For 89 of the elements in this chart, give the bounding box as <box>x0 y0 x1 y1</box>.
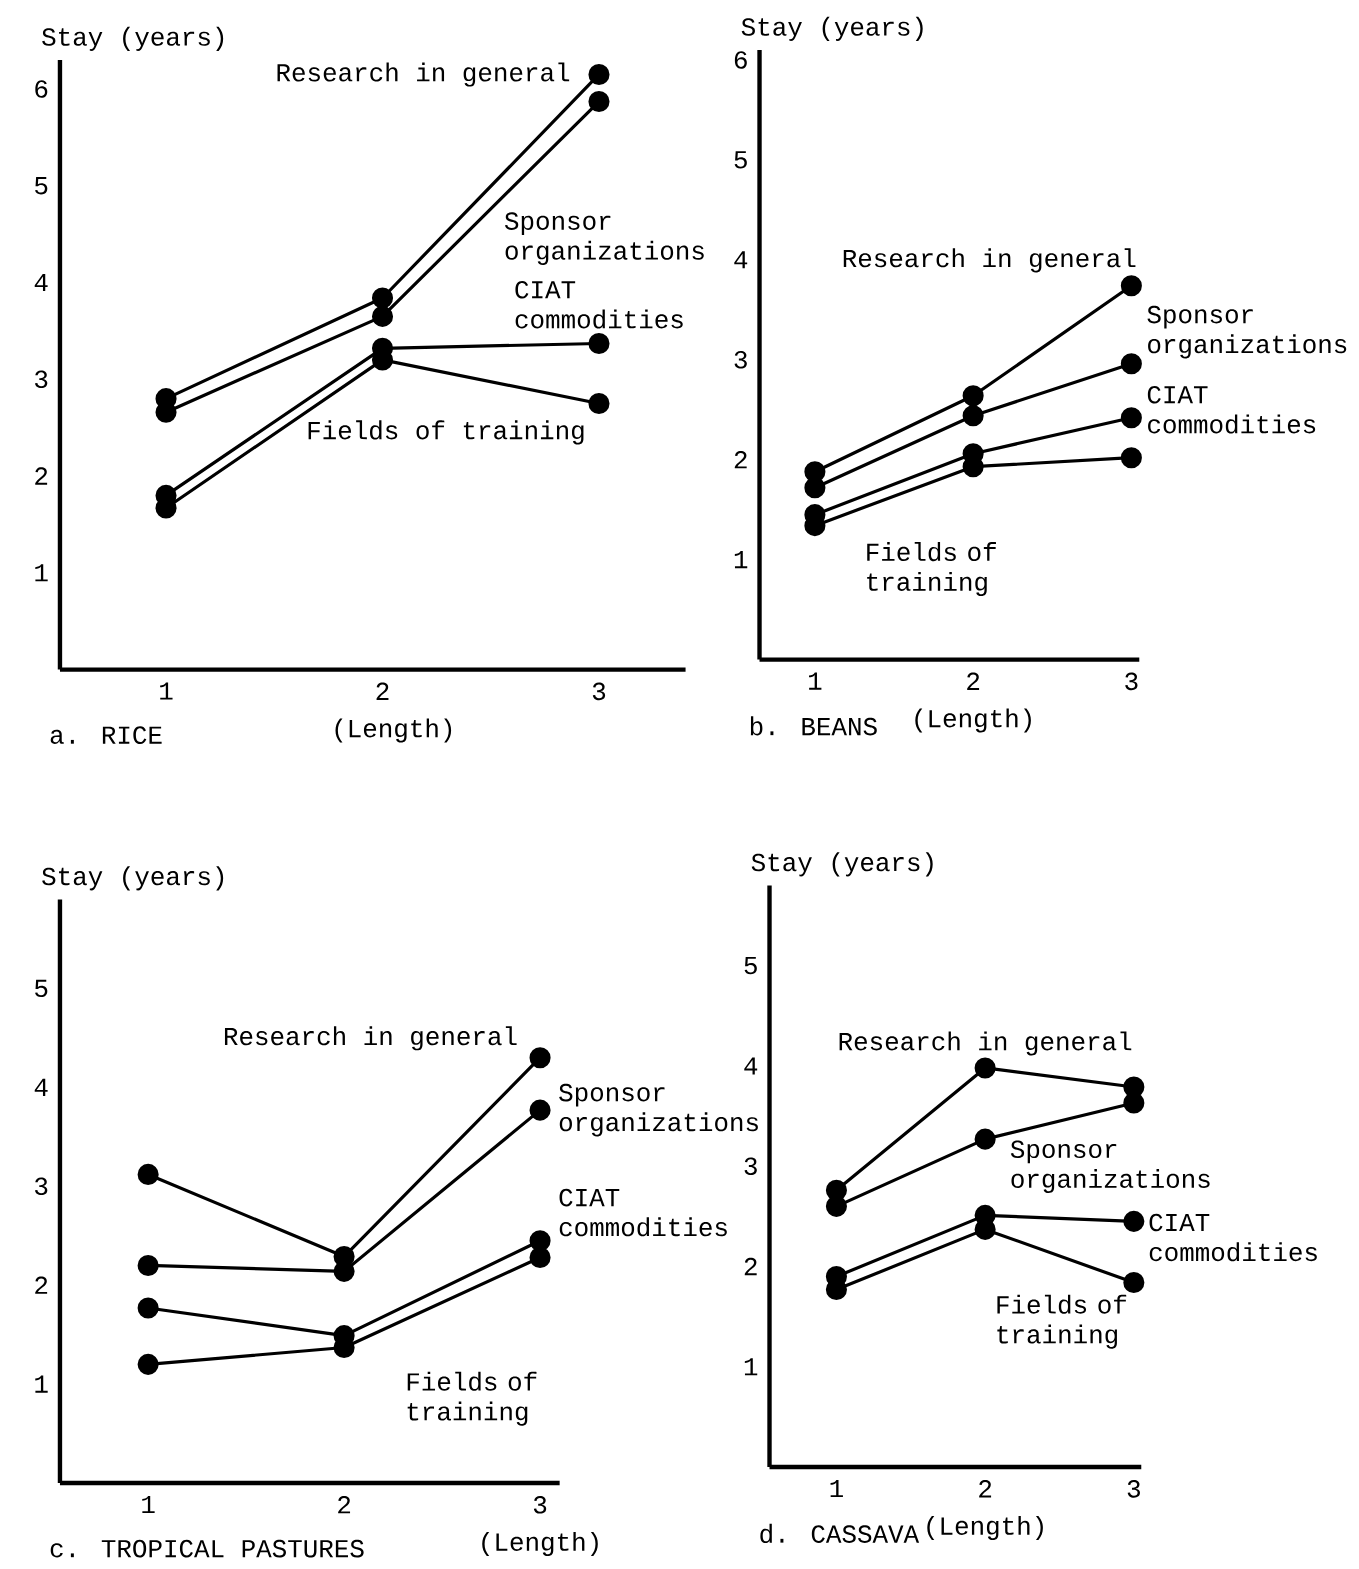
x-tick-label: 3 <box>592 682 606 701</box>
x-tick-label: 1 <box>808 672 822 690</box>
y-tick-label: 1 <box>734 551 748 569</box>
text: c. TROPICAL PASTURES <box>50 1539 364 1558</box>
y-axis-title: Stay (years) <box>42 26 224 51</box>
series-label: Fields of training <box>997 1294 1127 1349</box>
text: a. RICE <box>50 726 162 744</box>
point <box>1123 1210 1145 1232</box>
point <box>529 1047 551 1069</box>
series-label: Fields of training <box>407 1371 537 1426</box>
y-tick-label: 2 <box>734 451 747 469</box>
y-axis-title: Stay (years) <box>42 866 224 891</box>
series-label: Research in general <box>843 248 1136 273</box>
point <box>588 63 610 86</box>
x-axis-title: (Length) <box>915 708 1031 733</box>
point <box>529 1230 551 1252</box>
text: d. CASSAVA <box>760 1523 920 1543</box>
y-tick-label: 2 <box>35 1276 48 1294</box>
y-tick-label: 2 <box>744 1257 757 1276</box>
y-tick-label: 6 <box>35 80 48 98</box>
point <box>588 91 610 113</box>
point <box>1120 275 1142 297</box>
y-tick-label: 3 <box>34 370 48 389</box>
series-label: CIAT commodities <box>559 1188 727 1237</box>
point <box>825 1195 847 1217</box>
y-tick-label: 5 <box>34 177 48 195</box>
point <box>137 1254 159 1276</box>
y-tick-label: 6 <box>734 51 747 69</box>
y-tick-label: 5 <box>34 979 48 998</box>
y-tick-label: 3 <box>744 1157 757 1175</box>
x-tick-label: 3 <box>1127 1480 1140 1498</box>
series-label: Fields of training <box>867 542 996 597</box>
x-tick-label: 3 <box>1125 672 1138 691</box>
y-axis-title: Stay (years) <box>751 852 933 877</box>
x-tick-label: 2 <box>979 1480 992 1498</box>
y-tick-label: 1 <box>35 564 48 582</box>
y-tick-label: 4 <box>34 1078 48 1096</box>
x-tick-label: 2 <box>338 1496 350 1514</box>
point <box>529 1246 551 1269</box>
x-tick-label: 1 <box>830 1480 843 1498</box>
point <box>588 332 610 355</box>
point <box>137 1297 159 1319</box>
x-tick-label: 2 <box>967 672 980 690</box>
x-axis-title: (Length) <box>335 718 452 743</box>
point <box>974 1128 996 1150</box>
series-label: Research in general <box>839 1031 1132 1056</box>
y-tick-label: 5 <box>744 957 757 975</box>
series-label: Sponsor organizations <box>1147 305 1347 359</box>
series-label: Sponsor organizations <box>559 1083 758 1137</box>
point <box>137 1353 159 1375</box>
y-tick-label: 2 <box>35 467 48 485</box>
series-label: CIAT commodities <box>515 280 683 329</box>
point <box>1120 447 1142 469</box>
y-axis-title: Stay (years) <box>741 16 923 41</box>
point <box>371 305 393 327</box>
point <box>588 392 610 415</box>
series-label: CIAT commodities <box>1147 385 1316 434</box>
point <box>962 405 984 427</box>
x-tick-label: 1 <box>142 1496 155 1514</box>
y-tick-label: 1 <box>744 1358 758 1376</box>
series-label: Research in general <box>277 62 570 87</box>
point <box>1120 407 1142 429</box>
y-tick-label: 1 <box>35 1375 48 1393</box>
x-axis-title: (Length) <box>927 1515 1043 1541</box>
series-label: CIAT commodities <box>1149 1213 1317 1262</box>
y-tick-label: 4 <box>744 1057 758 1075</box>
series-label: Research in general <box>224 1026 517 1051</box>
x-tick-label: 1 <box>160 682 173 700</box>
point <box>371 287 393 309</box>
y-tick-label: 3 <box>34 1177 48 1196</box>
series-label: Sponsor organizations <box>504 212 704 265</box>
point <box>962 385 984 407</box>
point <box>529 1099 551 1121</box>
point <box>804 477 826 499</box>
series-label: Fields of training <box>308 420 584 445</box>
text: b. BEANS <box>750 716 877 736</box>
x-tick-label: 3 <box>533 1496 547 1514</box>
x-axis-title: (Length) <box>482 1531 598 1557</box>
point <box>1123 1271 1145 1294</box>
y-tick-label: 4 <box>34 273 48 292</box>
x-tick-label: 2 <box>376 682 389 700</box>
point <box>137 1163 159 1185</box>
y-tick-label: 4 <box>734 251 748 269</box>
y-tick-label: 3 <box>734 350 747 369</box>
series-label: Sponsor organizations <box>1010 1140 1210 1194</box>
point <box>1120 353 1142 375</box>
y-tick-label: 5 <box>734 151 747 169</box>
point <box>1123 1092 1145 1114</box>
point <box>974 1057 996 1079</box>
